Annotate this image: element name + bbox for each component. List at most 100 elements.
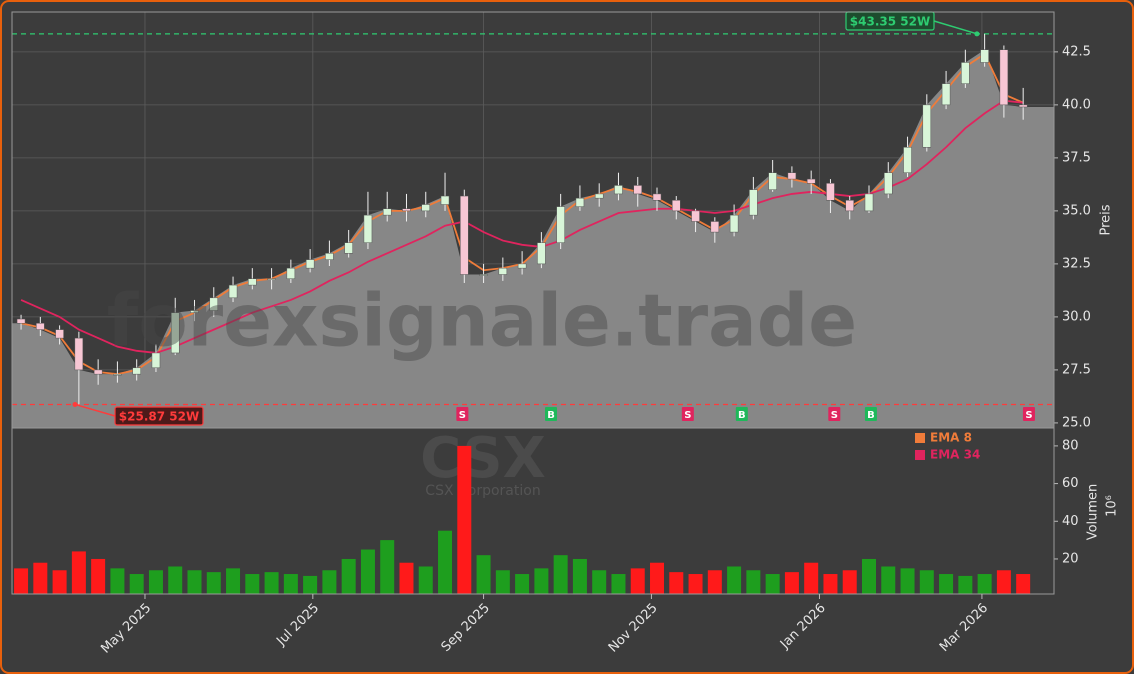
y-axis-label: Preis — [1099, 204, 1114, 235]
volume-bar — [418, 566, 433, 594]
y-tick-label: 60 — [1062, 476, 1079, 491]
candle-body — [729, 214, 739, 233]
volume-bar — [148, 570, 163, 594]
volume-bar — [168, 566, 183, 594]
volume-bar — [534, 568, 549, 594]
candle-body — [344, 242, 353, 254]
signal-label: B — [867, 410, 875, 421]
y-tick-label: 80 — [1062, 438, 1079, 453]
watermark-company: CSX Corporation — [425, 483, 540, 499]
volume-bar — [14, 568, 29, 594]
y-tick-label: 20 — [1062, 551, 1079, 566]
candle-body — [652, 193, 662, 201]
volume-bar — [592, 570, 607, 594]
volume-bar — [264, 572, 279, 594]
volume-bar — [881, 566, 896, 594]
volume-bar — [958, 575, 973, 594]
candle-body — [305, 259, 315, 269]
signal-marker — [456, 407, 469, 421]
candle-body — [961, 62, 970, 84]
volume-bar — [438, 530, 453, 594]
candle-body — [228, 284, 238, 299]
volume-bar — [495, 570, 510, 594]
candle-body — [517, 263, 527, 269]
signal-label: B — [738, 410, 746, 421]
volume-bar — [650, 562, 665, 594]
candle-body — [460, 195, 469, 275]
candle-body — [267, 278, 276, 280]
volume-bar — [187, 570, 202, 594]
y-axis-label: Volumen — [1086, 484, 1101, 541]
signal-marker — [1022, 407, 1035, 421]
candle-body — [209, 297, 219, 311]
candle-body — [903, 147, 912, 173]
volume-bar — [33, 562, 48, 594]
annotation-text: $25.87 52W — [119, 410, 199, 424]
signal-marker — [545, 407, 558, 421]
candle-body — [93, 369, 103, 375]
candle-body — [806, 178, 816, 184]
volume-bar — [919, 570, 934, 594]
candle-body — [36, 323, 45, 330]
volume-bar — [688, 574, 703, 594]
signal-marker — [828, 407, 841, 421]
candle-body — [633, 185, 642, 195]
price-area — [12, 49, 1054, 428]
volume-bar — [784, 572, 799, 594]
volume-bar — [322, 570, 337, 594]
candle-body — [672, 200, 681, 212]
watermark: forexsignale.trade — [107, 279, 857, 363]
volume-bar — [360, 549, 375, 594]
annotation-arrow — [74, 403, 116, 417]
candle-body — [980, 49, 989, 63]
candle-body — [170, 312, 180, 354]
volume-bar — [226, 568, 241, 594]
volume-bar — [996, 570, 1011, 594]
volume-bar — [727, 566, 742, 594]
volume-bar — [842, 570, 857, 594]
y-tick-label: 32.5 — [1062, 256, 1091, 271]
y-tick-label: 40 — [1062, 514, 1079, 529]
y-tick-label: 25.0 — [1062, 415, 1091, 430]
y-tick-label: 30.0 — [1062, 309, 1091, 324]
candle-body — [826, 183, 835, 201]
candle-body — [132, 367, 141, 375]
signal-marker — [864, 407, 877, 421]
volume-bar — [611, 574, 626, 594]
volume-bar — [823, 574, 838, 594]
volume-bar — [457, 445, 472, 594]
volume-bar — [52, 570, 67, 594]
volume-bar — [283, 574, 298, 594]
signal-label: S — [1025, 410, 1032, 421]
candle-body — [614, 185, 623, 195]
volume-bar — [476, 555, 491, 594]
arrow-head — [974, 31, 980, 37]
ema-line — [20, 99, 1024, 354]
candle-body — [325, 253, 334, 260]
candle-body — [864, 193, 874, 212]
volume-bar — [630, 568, 645, 594]
signal-label: B — [547, 410, 555, 421]
volume-bar — [765, 574, 780, 594]
candle-body — [922, 104, 932, 148]
candle-body — [151, 352, 161, 369]
candle-body — [190, 310, 199, 313]
y-tick-label: 35.0 — [1062, 203, 1091, 218]
annotation-box — [114, 406, 204, 426]
candle-body — [363, 214, 373, 243]
volume-frame — [11, 427, 1055, 595]
candle-body — [594, 193, 604, 199]
volume-bar — [303, 575, 318, 594]
candle-body — [402, 208, 411, 212]
legend-label: EMA 8 — [930, 431, 972, 445]
candle-body — [16, 318, 26, 324]
candle-body — [768, 172, 777, 190]
candle-body — [382, 208, 392, 216]
signal-label: S — [831, 410, 838, 421]
volume-bar — [572, 558, 587, 594]
volume-bar — [71, 551, 86, 594]
watermark-symbol: CSX — [420, 426, 546, 491]
volume-bar — [900, 568, 915, 594]
volume-bar — [669, 572, 684, 594]
